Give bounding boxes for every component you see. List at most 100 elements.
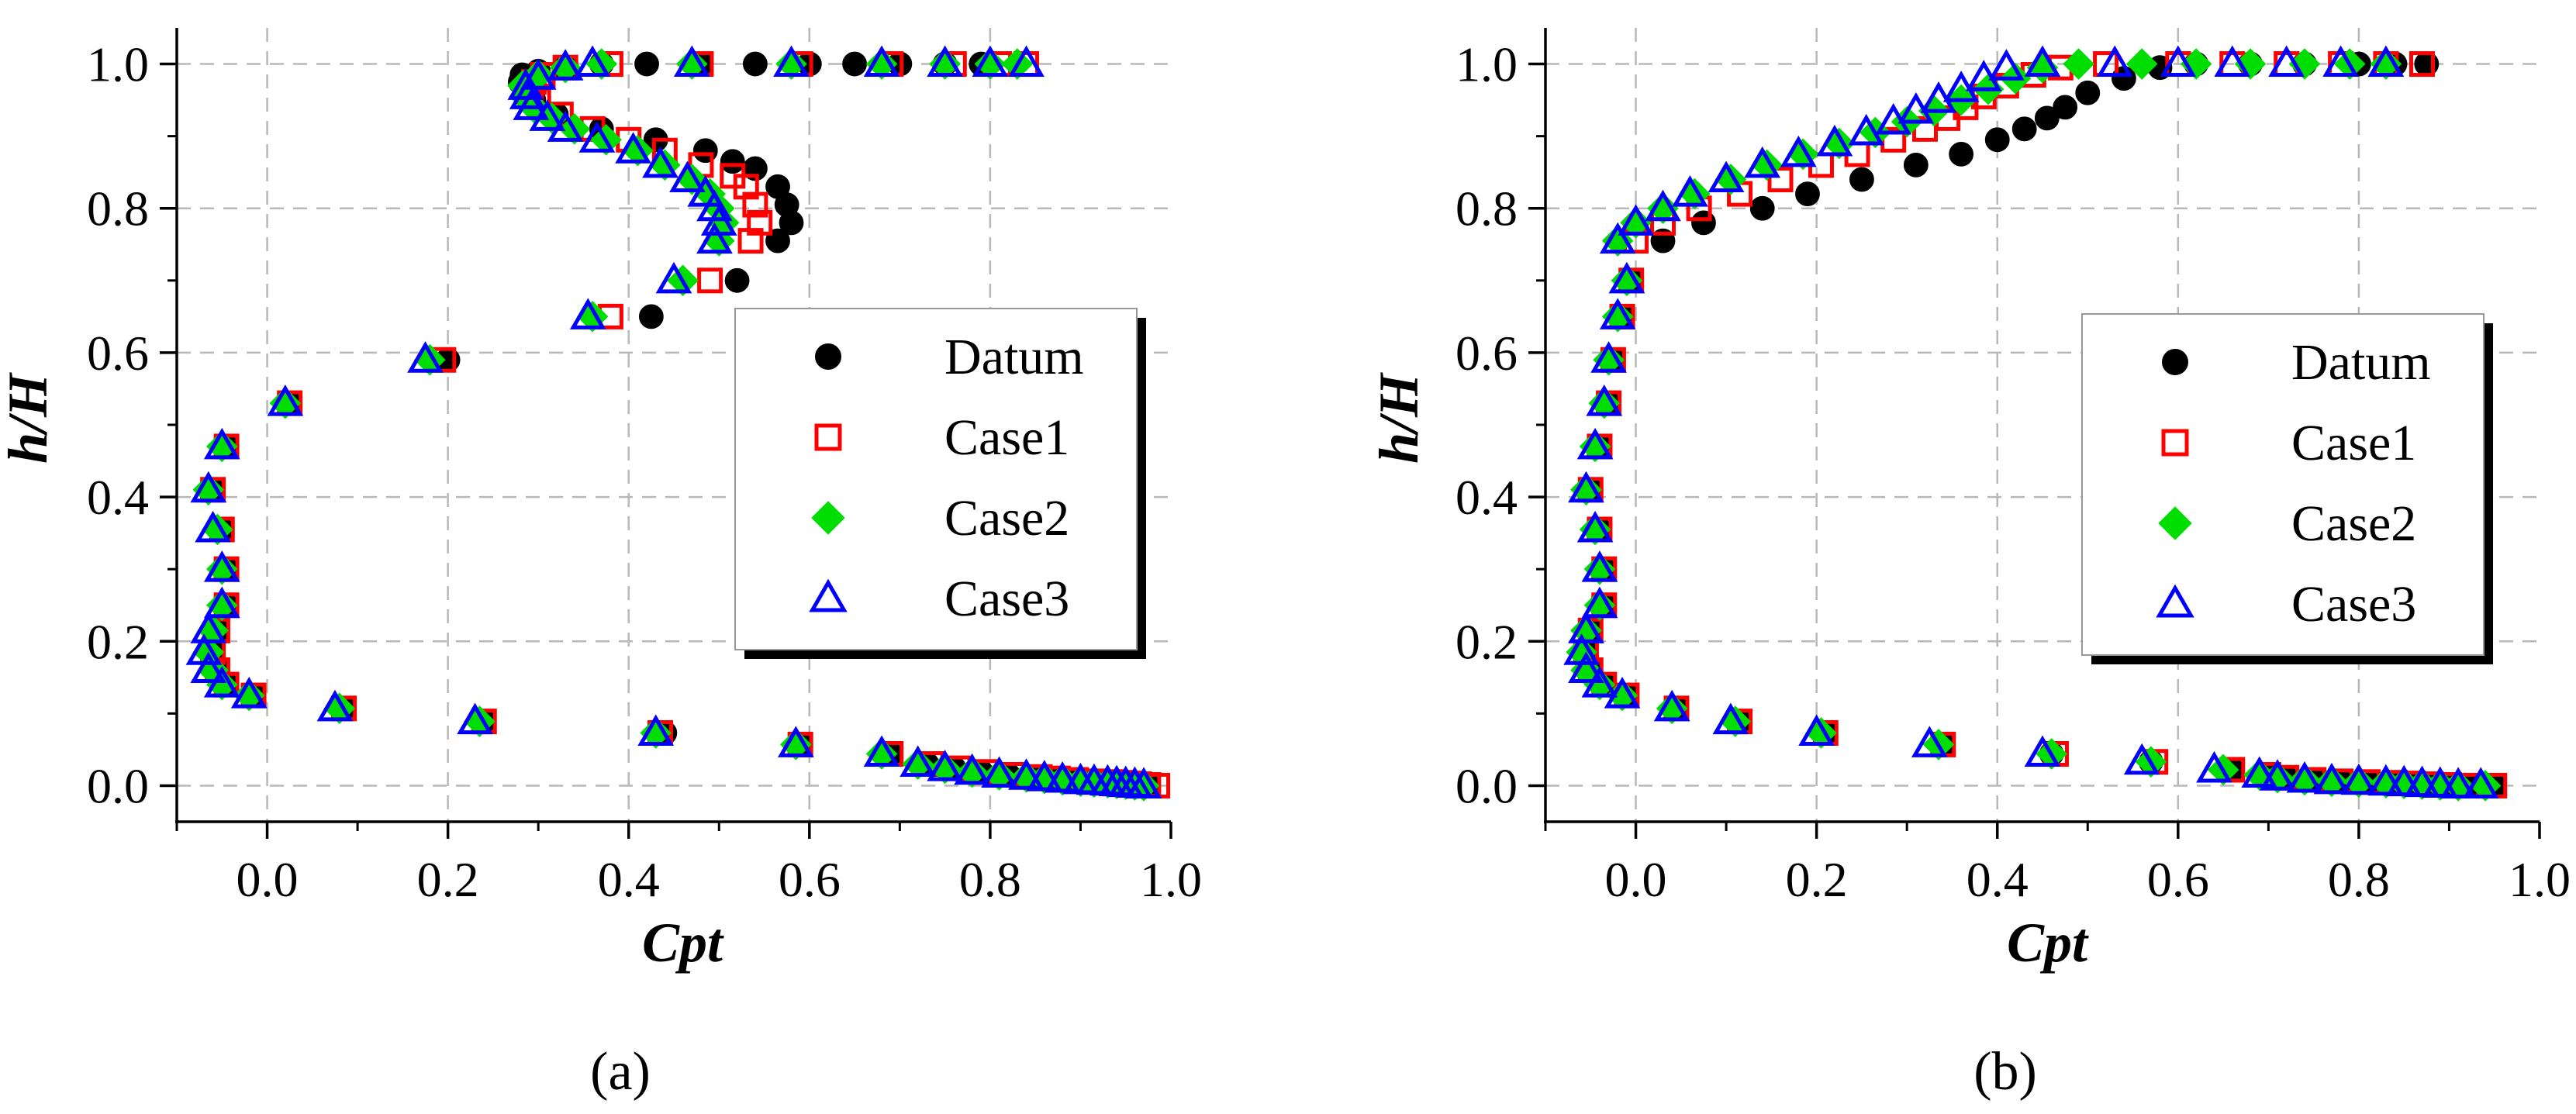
panel-label: (a) (590, 1042, 651, 1102)
point-case3 (2241, 756, 2278, 788)
point-case3 (777, 726, 814, 757)
point-datum (742, 51, 768, 77)
point-case3 (185, 633, 223, 665)
point-case3 (2422, 766, 2459, 798)
point-case2 (1593, 343, 1625, 376)
point-case2 (1579, 513, 1611, 546)
x-tick-label: 0.0 (237, 852, 299, 907)
series-case3 (185, 45, 1162, 798)
point-case2 (2125, 48, 2158, 80)
point-case3 (863, 735, 900, 767)
point-case2 (1583, 589, 1616, 622)
point-case3 (569, 298, 606, 329)
point-case3 (696, 222, 733, 254)
point-datum (2034, 105, 2060, 131)
point-case2 (269, 387, 302, 419)
point-datum (1749, 195, 1775, 221)
legend-marker-case1 (814, 423, 842, 451)
point-datum (765, 174, 790, 199)
y-tick-label: 0.4 (87, 470, 149, 525)
point-case2 (205, 553, 238, 585)
point-case2 (983, 759, 1015, 791)
point-case3 (547, 110, 584, 142)
point-case3 (1008, 758, 1045, 790)
legend-label-case1: Case1 (944, 409, 1069, 466)
point-case3 (655, 261, 692, 294)
point-case3 (900, 745, 937, 778)
x-tick-label: 0.4 (1967, 852, 2029, 907)
x-tick-label: 0.4 (598, 852, 660, 907)
y-tick-label: 0.2 (87, 614, 149, 669)
x-tick-label: 0.0 (1605, 852, 1667, 907)
point-case2 (865, 48, 898, 80)
point-case3 (2196, 750, 2232, 783)
point-datum (720, 149, 745, 174)
point-case2 (1588, 387, 1621, 419)
point-case3 (1816, 124, 1853, 157)
x-tick-label: 0.8 (2328, 852, 2390, 907)
x-tick-label: 0.6 (2147, 852, 2209, 907)
point-case2 (1583, 553, 1616, 585)
point-case3 (509, 78, 546, 109)
point-case3 (1044, 760, 1081, 793)
point-case3 (2268, 45, 2305, 78)
point-case3 (1798, 714, 1835, 746)
point-case3 (1576, 510, 1614, 543)
point-case1 (1767, 166, 1794, 192)
y-tick-label: 1.0 (87, 37, 149, 92)
point-case2 (2180, 48, 2212, 80)
legend-label-case2: Case2 (944, 490, 1069, 547)
point-case3 (267, 385, 304, 416)
point-case3 (863, 45, 900, 78)
point-case2 (192, 474, 225, 506)
point-case2 (1601, 301, 1634, 333)
series-case3 (1563, 45, 2499, 798)
point-case3 (927, 750, 964, 781)
point-case2 (1647, 192, 1679, 225)
point-case2 (549, 51, 582, 84)
point-datum (2414, 51, 2440, 77)
point-case3 (2313, 762, 2350, 795)
point-case2 (676, 48, 708, 80)
point-case3 (2340, 763, 2377, 795)
point-case2 (2288, 764, 2321, 796)
point-case3 (1568, 471, 1604, 503)
y-tick-label: 0.0 (87, 758, 149, 813)
legend-label-datum: Datum (944, 329, 1084, 385)
legend-marker-datum (815, 343, 841, 370)
x-tick-label: 0.2 (1786, 852, 1848, 907)
point-datum (634, 51, 659, 77)
point-case3 (1062, 762, 1099, 795)
point-case3 (642, 146, 679, 178)
point-case3 (316, 689, 354, 722)
chart-b: 0.0 0.2 0.4 0.6 0.8 1.0 0.0 0.2 0.4 0.6 0.8 1.0 Datu… (1368, 28, 2571, 1102)
point-case3 (1576, 427, 1614, 460)
point-case3 (1744, 146, 1781, 178)
x-tick-label: 0.2 (417, 852, 479, 907)
y-axis-label: h/H (1368, 372, 1430, 464)
point-case3 (1911, 726, 1948, 757)
point-datum (692, 138, 718, 164)
point-datum (1984, 127, 2010, 153)
x-tick-label: 1.0 (1140, 852, 1202, 907)
legend-marker-case3 (809, 578, 848, 612)
y-tick-label: 0.8 (87, 181, 149, 236)
point-case3 (1568, 651, 1604, 684)
point-case3 (190, 651, 227, 684)
point-case3 (203, 586, 240, 619)
legend-box (734, 308, 1138, 650)
legend-marker-datum (2162, 349, 2188, 375)
legend-label-case3: Case3 (944, 571, 1069, 627)
point-case3 (2322, 45, 2359, 78)
point-case3 (1563, 633, 1600, 665)
x-tick-label: 1.0 (2509, 852, 2571, 907)
point-case2 (780, 729, 812, 760)
point-case3 (230, 677, 268, 709)
point-case3 (2404, 765, 2440, 798)
point-case3 (1568, 612, 1604, 643)
point-case3 (203, 427, 240, 460)
chart-a: 0.0 0.2 0.4 0.6 0.8 1.0 0.0 0.2 0.4 0.6 0.8 1.0 Datu… (0, 28, 1202, 1102)
y-tick-label: 0.2 (1455, 614, 1518, 669)
point-case1 (697, 267, 723, 294)
legend: Datum Case1 Case2 Case3 (734, 308, 1146, 659)
